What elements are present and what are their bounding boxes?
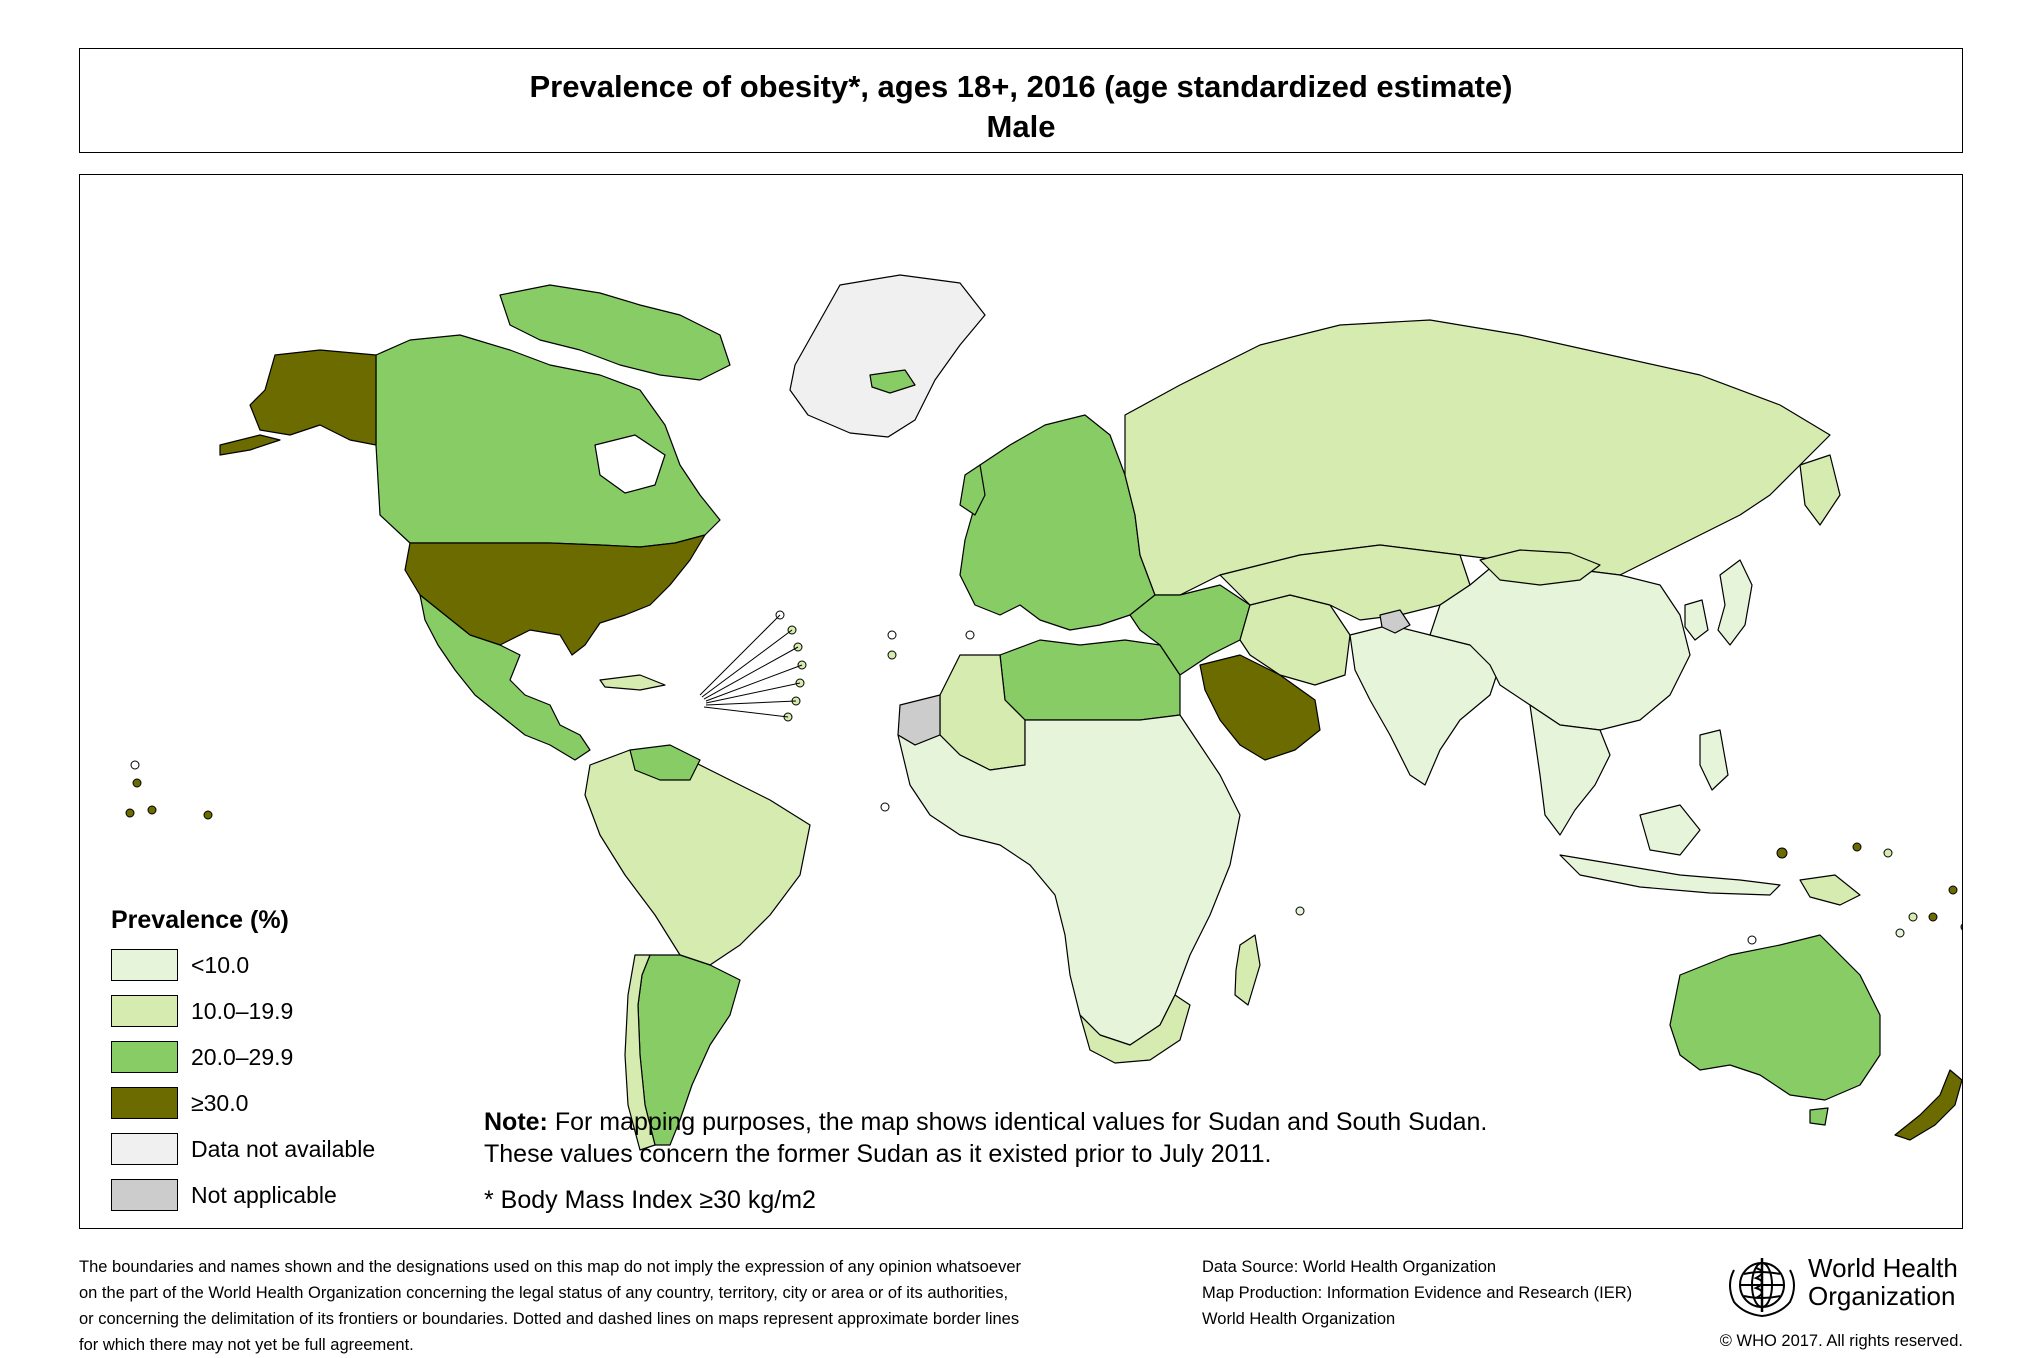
world-map <box>125 274 1962 1151</box>
legend-label: Not applicable <box>191 1182 337 1208</box>
map-title: Prevalence of obesity*, ages 18+, 2016 (… <box>529 69 1513 104</box>
region-kamchatka <box>1799 454 1841 526</box>
island-dot <box>125 808 135 818</box>
legend-item: ≥30.0 <box>111 1083 289 1129</box>
note-line2: These values concern the former Sudan as… <box>484 1140 1272 1168</box>
island-dot <box>887 630 897 640</box>
map-frame <box>79 174 1963 1229</box>
region-philippines <box>1699 729 1729 791</box>
region-sub-saharan-africa <box>897 714 1241 1046</box>
region-madagascar <box>1234 934 1261 1006</box>
legend-item: <10.0 <box>111 945 289 991</box>
region-uk <box>959 464 986 516</box>
region-caribbean <box>599 674 666 691</box>
map-legend: Prevalence (%) <10.0 10.0–19.9 20.0–29.9… <box>111 906 375 1221</box>
copyright: © WHO 2017. All rights reserved. <box>1719 1332 1963 1350</box>
region-saudi-arabia <box>1199 654 1321 761</box>
region-korea <box>1684 599 1709 641</box>
legend-swatch <box>111 1179 178 1211</box>
region-canada-islands <box>499 284 731 381</box>
island-dot <box>1948 885 1958 895</box>
region-russia <box>1124 319 1831 596</box>
island-dot <box>1908 912 1918 922</box>
disclaimer-line: The boundaries and names shown and the d… <box>79 1258 1022 1276</box>
region-japan <box>1717 559 1753 646</box>
disclaimer: The boundaries and names shown and the d… <box>79 1254 1139 1358</box>
map-note: Note: For mapping purposes, the map show… <box>484 1106 1487 1170</box>
island-dot <box>1895 928 1905 938</box>
island-dot <box>1747 935 1757 945</box>
island-dot <box>1960 923 1962 931</box>
island-dot <box>132 778 142 788</box>
region-indonesia <box>1559 854 1781 896</box>
region-iceland <box>869 369 916 394</box>
map-title-box: Prevalence of obesity*, ages 18+, 2016 (… <box>79 48 1963 153</box>
legend-swatch <box>111 1133 178 1165</box>
island-dot <box>130 760 140 770</box>
disclaimer-line: or concerning the delimitation of its fr… <box>79 1310 1020 1328</box>
legend-label: 20.0–29.9 <box>191 1044 294 1070</box>
region-mongolia <box>1479 549 1601 586</box>
island-dot <box>1928 912 1938 922</box>
region-jammu-kashmir <box>1379 609 1411 634</box>
region-north-africa <box>999 639 1181 721</box>
island-dot <box>203 810 213 820</box>
region-south-africa <box>1079 994 1191 1064</box>
note-line1: For mapping purposes, the map shows iden… <box>547 1108 1488 1136</box>
region-borneo <box>1639 804 1701 856</box>
disclaimer-line: for which there may not yet be full agre… <box>79 1336 414 1354</box>
legend-swatch <box>111 1087 178 1119</box>
note-label: Note: <box>484 1108 548 1136</box>
island-dot <box>880 802 890 812</box>
island-dot <box>1295 906 1305 916</box>
who-name: World Health Organization <box>1808 1254 1958 1310</box>
region-greenland <box>789 274 986 438</box>
region-chile <box>624 954 656 1151</box>
region-europe <box>959 414 1156 631</box>
legend-label: 10.0–19.9 <box>191 998 294 1024</box>
island-dot <box>887 650 897 660</box>
region-southeast-asia <box>1529 704 1611 836</box>
caribbean-leader-lines <box>699 614 803 718</box>
island-dot <box>965 630 975 640</box>
legend-label: <10.0 <box>191 952 250 978</box>
region-aleutians <box>219 434 281 456</box>
legend-item: Not applicable <box>111 1175 337 1221</box>
island-dot <box>147 805 157 815</box>
legend-label: Data not available <box>191 1136 376 1162</box>
source-line: Data Source: World Health Organization <box>1202 1258 1497 1276</box>
data-source: Data Source: World Health Organization M… <box>1202 1254 1632 1332</box>
region-hudson-bay <box>594 434 666 494</box>
legend-item: 10.0–19.9 <box>111 991 293 1037</box>
legend-label: ≥30.0 <box>191 1090 249 1116</box>
legend-title: Prevalence (%) <box>111 906 289 934</box>
legend-swatch <box>111 1041 178 1073</box>
region-south-america-north <box>584 749 811 966</box>
source-line: World Health Organization <box>1202 1310 1396 1328</box>
legend-item: 20.0–29.9 <box>111 1037 293 1083</box>
region-australia <box>1669 934 1881 1101</box>
who-emblem-icon <box>1729 1258 1795 1318</box>
region-middle-east <box>1129 584 1251 676</box>
legend-swatch <box>111 949 178 981</box>
region-papua-new-guinea <box>1799 874 1861 906</box>
who-name-line1: World Health <box>1808 1253 1958 1283</box>
region-venezuela <box>629 744 701 781</box>
region-mexico <box>419 594 591 761</box>
region-alaska <box>249 349 377 446</box>
region-tasmania <box>1809 1107 1829 1126</box>
region-new-zealand <box>1894 1069 1962 1141</box>
map-subtitle: Male <box>986 109 1056 144</box>
source-line: Map Production: Information Evidence and… <box>1202 1284 1633 1302</box>
legend-item: Data not available <box>111 1129 375 1175</box>
disclaimer-line: on the part of the World Health Organiza… <box>79 1284 1009 1302</box>
island-dot <box>1883 848 1893 858</box>
island-dot <box>1776 847 1788 859</box>
island-dot <box>1852 842 1862 852</box>
who-name-line2: Organization <box>1808 1281 1956 1311</box>
bmi-footnote: * Body Mass Index ≥30 kg/m2 <box>484 1186 816 1214</box>
legend-swatch <box>111 995 178 1027</box>
